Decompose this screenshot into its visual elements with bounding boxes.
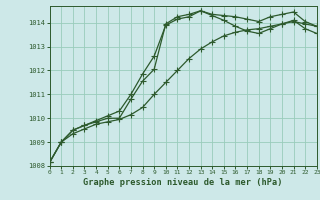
X-axis label: Graphe pression niveau de la mer (hPa): Graphe pression niveau de la mer (hPa): [84, 178, 283, 187]
